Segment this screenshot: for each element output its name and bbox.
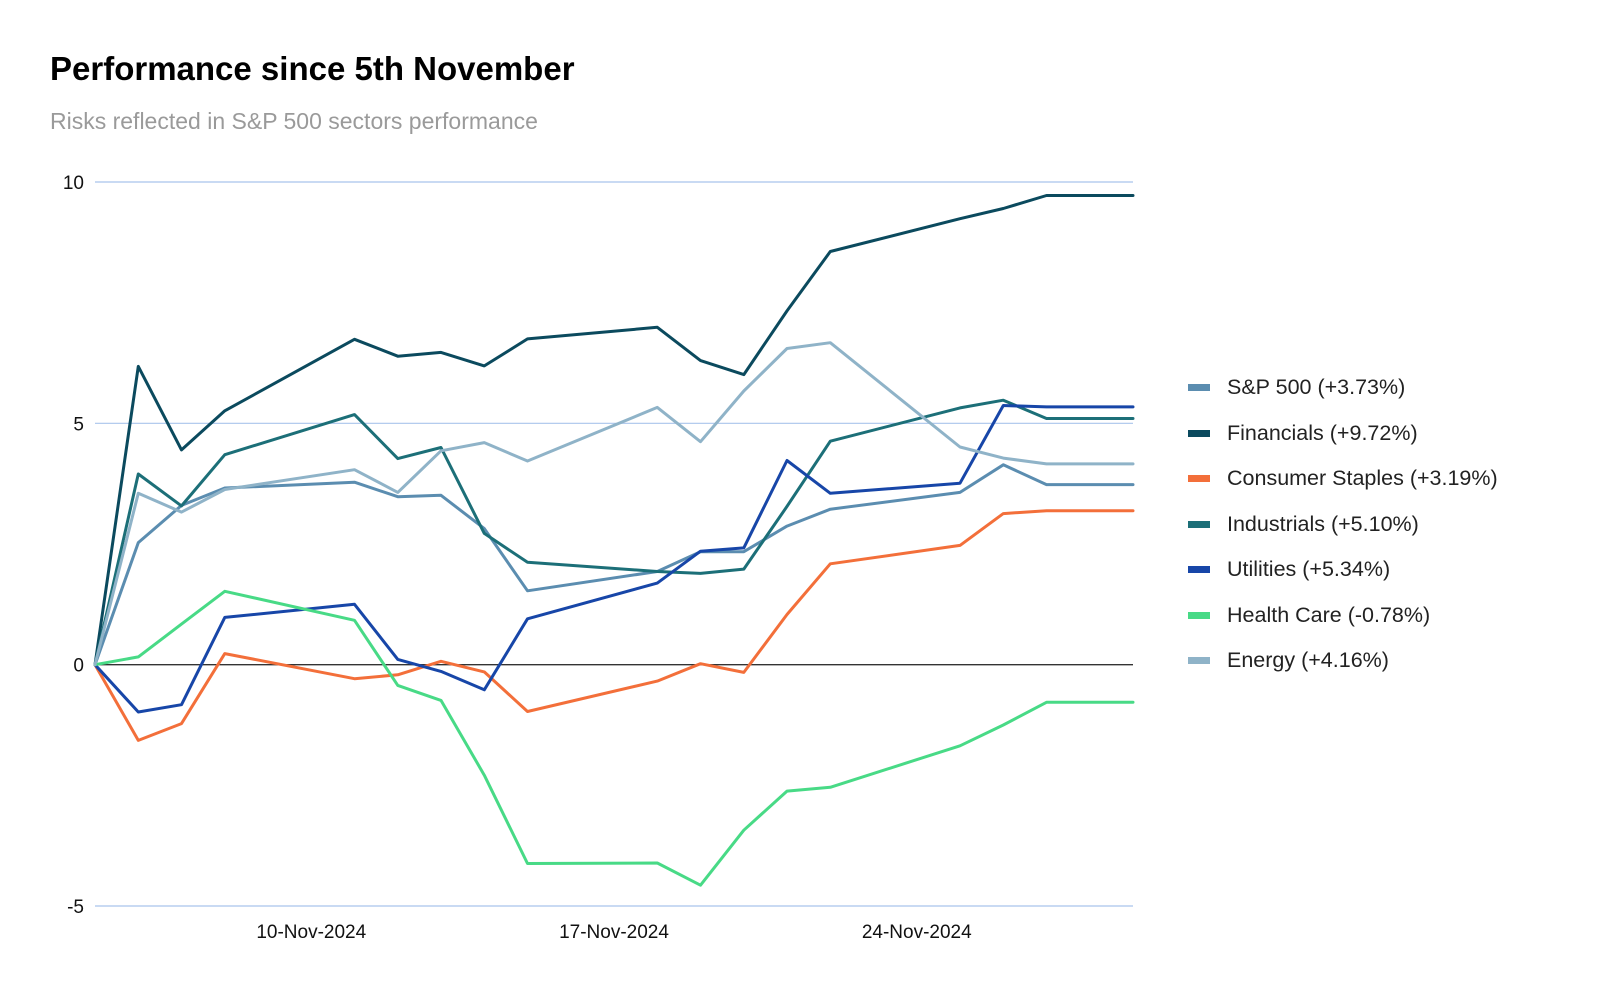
y-tick-label: 5 xyxy=(73,414,84,435)
series-line-industrials xyxy=(93,398,1135,667)
legend-swatch xyxy=(1188,429,1210,437)
legend-label: Health Care (-0.78%) xyxy=(1227,602,1431,627)
legend-label: Financials (+9.72%) xyxy=(1227,420,1418,445)
legend-item: Health Care (-0.78%) xyxy=(1188,593,1498,639)
legend-item: Utilities (+5.34%) xyxy=(1188,547,1498,593)
legend-swatch xyxy=(1188,475,1210,483)
legend-label: S&P 500 (+3.73%) xyxy=(1227,375,1406,400)
x-tick-label: 10-Nov-2024 xyxy=(256,922,366,943)
legend-item: Industrials (+5.10%) xyxy=(1188,502,1498,548)
y-tick-label: 0 xyxy=(73,656,84,677)
legend-label: Consumer Staples (+3.19%) xyxy=(1227,466,1498,491)
chart-subtitle: Risks reflected in S&P 500 sectors perfo… xyxy=(50,108,538,134)
legend-swatch xyxy=(1188,520,1210,528)
legend-item: S&P 500 (+3.73%) xyxy=(1188,365,1498,411)
x-axis-labels: 10-Nov-2024 17-Nov-2024 24-Nov-2024 xyxy=(256,922,972,943)
y-axis-labels: 10 5 0 -5 xyxy=(63,173,84,918)
series-line-s-p-500 xyxy=(93,463,1135,667)
legend-swatch xyxy=(1188,657,1210,665)
legend-swatch xyxy=(1188,384,1210,392)
series-line-utilities xyxy=(93,404,1135,714)
legend-label: Industrials (+5.10%) xyxy=(1227,511,1419,536)
x-tick-label: 24-Nov-2024 xyxy=(862,922,972,943)
series-line-consumer-staples xyxy=(93,509,1135,742)
y-tick-label: -5 xyxy=(67,897,84,918)
legend-item: Financials (+9.72%) xyxy=(1188,411,1498,457)
grid-lines xyxy=(95,181,1133,907)
x-tick-label: 17-Nov-2024 xyxy=(559,922,669,943)
chart-title: Performance since 5th November xyxy=(50,50,575,87)
series-lines xyxy=(93,194,1135,887)
legend-label: Energy (+4.16%) xyxy=(1227,648,1389,673)
legend-label: Utilities (+5.34%) xyxy=(1227,557,1391,582)
series-line-health-care xyxy=(93,589,1135,887)
legend-item: Consumer Staples (+3.19%) xyxy=(1188,456,1498,502)
legend-swatch xyxy=(1188,611,1210,619)
series-line-financials xyxy=(93,194,1135,667)
legend-item: Energy (+4.16%) xyxy=(1188,638,1498,684)
y-tick-label: 10 xyxy=(63,173,84,194)
legend-swatch xyxy=(1188,566,1210,574)
legend: S&P 500 (+3.73%) Financials (+9.72%) Consu… xyxy=(1188,365,1498,684)
series-line-energy xyxy=(93,341,1135,667)
